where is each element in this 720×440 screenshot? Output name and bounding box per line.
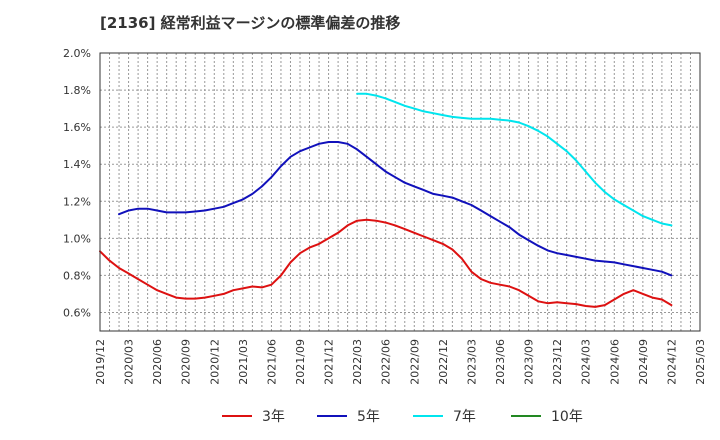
x-tick-label: 2023/03 <box>465 339 478 385</box>
x-tick-label: 2022/09 <box>408 339 421 385</box>
x-tick-label: 2021/12 <box>323 339 336 385</box>
legend-label: 10年 <box>551 409 583 425</box>
legend-item-1: 3年 <box>222 404 285 428</box>
y-tick-label: 1.8% <box>63 84 91 97</box>
axis-layer: 0.6% 0.8% 1.0% 1.2% 1.4% 1.6% 1.8% 2.0% 2019/12 2… <box>63 47 707 385</box>
x-tick-label: 2021/09 <box>294 339 307 385</box>
x-tick-label: 2022/12 <box>437 339 450 385</box>
x-tick-label: 2025/03 <box>694 339 707 385</box>
y-tick-label: 1.6% <box>63 121 91 134</box>
x-tick-label: 2022/06 <box>380 339 393 385</box>
x-tick-label: 2021/06 <box>265 339 278 385</box>
legend-item-2: 5年 <box>317 404 380 428</box>
x-tick-label: 2019/12 <box>94 339 107 385</box>
legend-label: 7年 <box>453 409 476 425</box>
x-tick-label: 2024/09 <box>637 339 650 385</box>
legend: 3年 5年 7年 10年 <box>0 404 720 428</box>
x-tick-label: 2024/12 <box>665 339 678 385</box>
y-tick-label: 1.0% <box>63 232 91 245</box>
legend-swatch <box>413 415 443 417</box>
legend-swatch <box>511 415 541 417</box>
x-tick-label: 2021/03 <box>237 339 250 385</box>
legend-item-4: 10年 <box>511 404 583 428</box>
x-tick-label: 2020/12 <box>208 339 221 385</box>
grid-layer <box>99 52 701 331</box>
legend-item-3: 7年 <box>413 404 476 428</box>
x-tick-label: 2023/12 <box>551 339 564 385</box>
y-tick-label: 0.6% <box>63 306 91 319</box>
legend-swatch <box>317 415 347 417</box>
y-tick-label: 1.2% <box>63 195 91 208</box>
x-tick-label: 2020/03 <box>123 339 136 385</box>
legend-label: 3年 <box>262 409 285 425</box>
x-tick-label: 2020/09 <box>180 339 193 385</box>
series-layer <box>99 92 673 308</box>
y-tick-label: 0.8% <box>63 269 91 282</box>
series-line-1 <box>99 218 673 308</box>
series-line-3 <box>356 92 673 227</box>
x-tick-label: 2024/06 <box>608 339 621 385</box>
plot-frame <box>99 52 701 332</box>
chart-title: [2136] 経常利益マージンの標準偏差の推移 <box>100 14 401 32</box>
x-tick-label: 2022/03 <box>351 339 364 385</box>
plot-area <box>100 53 700 331</box>
y-tick-label: 1.4% <box>63 158 91 171</box>
legend-swatch <box>222 415 252 417</box>
series-line-2 <box>118 141 673 277</box>
x-tick-label: 2023/06 <box>494 339 507 385</box>
y-tick-label: 2.0% <box>63 47 91 60</box>
legend-label: 5年 <box>357 409 380 425</box>
x-tick-label: 2023/09 <box>523 339 536 385</box>
x-tick-label: 2024/03 <box>580 339 593 385</box>
x-tick-label: 2020/06 <box>151 339 164 385</box>
